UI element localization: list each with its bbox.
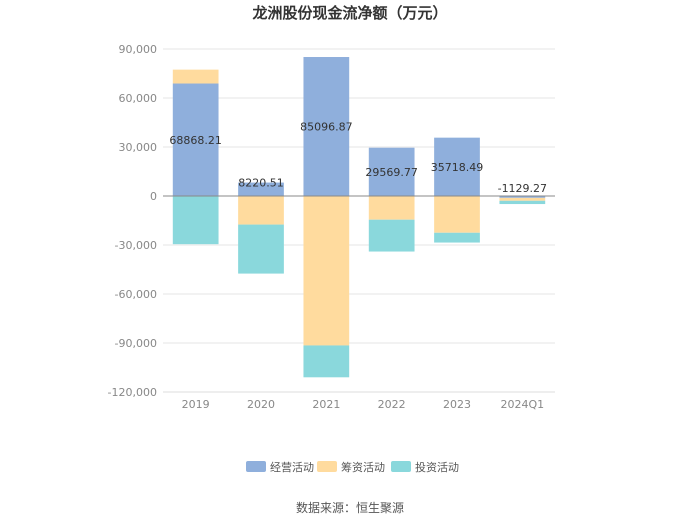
bar-2019-series-1	[172, 69, 219, 84]
x-tick-label: 2020	[247, 398, 275, 411]
legend-swatch-0	[246, 461, 266, 472]
y-tick-label: -120,000	[108, 386, 157, 399]
legend-label-0: 经营活动	[270, 460, 314, 474]
legend-swatch-2	[391, 461, 411, 472]
legend-swatch-1	[317, 461, 337, 472]
bar-2021-series-2	[303, 345, 350, 378]
bar-2020-series-1	[238, 196, 284, 225]
x-tick-label: 2024Q1	[501, 398, 545, 411]
y-tick-label: -90,000	[115, 337, 157, 350]
data-label-2023: 35718.49	[431, 161, 484, 174]
x-tick-label: 2019	[182, 398, 210, 411]
bar-2024Q1-series-0	[499, 196, 546, 198]
legend-label-2: 投资活动	[415, 460, 459, 474]
y-tick-label: 30,000	[119, 141, 158, 154]
bar-2022-series-2	[368, 219, 415, 252]
bar-2022-series-1	[368, 196, 415, 220]
bars	[172, 57, 546, 378]
x-axis: 2019 2020 2021 2022 2023 2024Q1	[182, 398, 544, 411]
data-labels: 68868.21 8220.51 85096.87 29569.77 35718.49 -…	[169, 121, 547, 195]
bar-2020-series-0	[238, 182, 284, 196]
y-tick-label: -30,000	[115, 239, 157, 252]
bar-2023-series-0	[434, 137, 480, 196]
y-tick-label: 0	[150, 190, 157, 203]
bar-2023-series-2	[434, 232, 480, 243]
x-tick-label: 2022	[378, 398, 406, 411]
bar-2020-series-2	[238, 224, 284, 274]
y-tick-label: 90,000	[119, 43, 158, 56]
data-label-2024Q1: -1129.27	[498, 182, 547, 195]
chart-title: 龙洲股份现金流净额（万元）	[251, 4, 447, 22]
x-tick-label: 2023	[443, 398, 471, 411]
data-label-2022: 29569.77	[365, 166, 418, 179]
legend: 经营活动 筹资活动 投资活动	[246, 460, 459, 474]
bar-2024Q1-series-1	[499, 197, 546, 201]
zero-axis	[163, 195, 555, 393]
bar-2021-series-1	[303, 196, 350, 346]
bar-2021-series-0	[303, 57, 350, 196]
data-label-2019: 68868.21	[169, 134, 222, 147]
source-note: 数据来源：恒生聚源	[296, 500, 404, 515]
y-tick-label: 60,000	[119, 92, 158, 105]
bar-2024Q1-series-2	[499, 200, 546, 205]
y-tick-label: -60,000	[115, 288, 157, 301]
bar-2019-series-0	[172, 83, 219, 196]
data-label-2021: 85096.87	[300, 121, 353, 134]
data-label-2020: 8220.51	[238, 177, 284, 190]
x-tick-label: 2021	[312, 398, 340, 411]
grid-lines	[163, 48, 555, 393]
y-axis: 90,000 60,000 30,000 0 -30,000 -60,000 -90,000…	[108, 43, 157, 399]
bar-2023-series-1	[434, 196, 480, 233]
legend-label-1: 筹资活动	[341, 460, 385, 474]
bar-2022-series-0	[368, 147, 415, 196]
bar-2019-series-2	[172, 196, 219, 245]
